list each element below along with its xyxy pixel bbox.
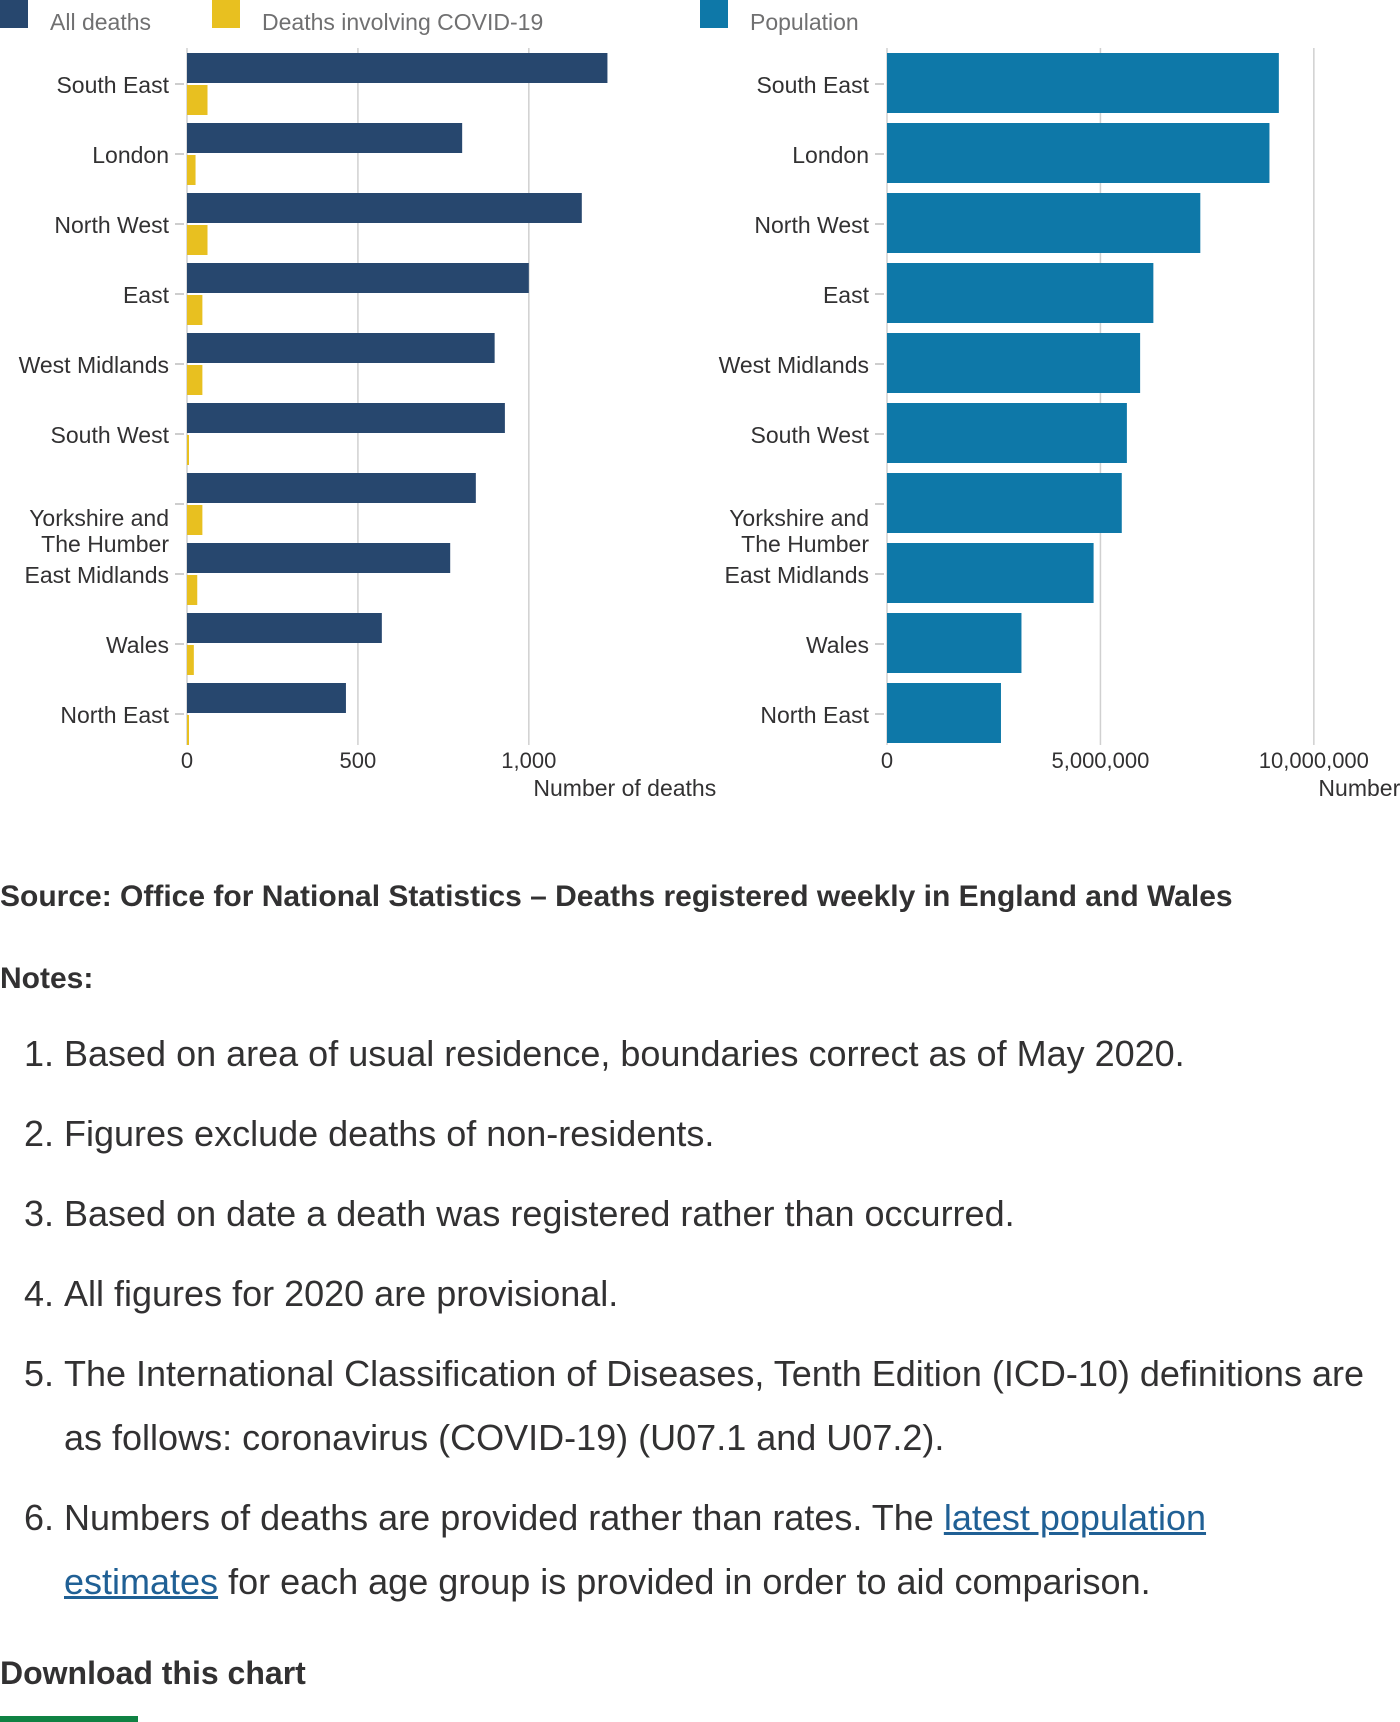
population-category-label: East Midlands bbox=[725, 562, 869, 588]
deaths-tick-label: 0 bbox=[181, 748, 193, 773]
covid-deaths-bar bbox=[187, 575, 198, 605]
deaths-axis-title: Number of deaths bbox=[533, 775, 716, 801]
charts-area: All deaths Deaths involving COVID-19 Popul… bbox=[0, 0, 1400, 820]
all-deaths-bar bbox=[187, 683, 346, 713]
population-estimates-link[interactable]: latest population estimates bbox=[64, 1497, 1207, 1602]
note-text: All figures for 2020 are provisional. bbox=[64, 1273, 619, 1314]
population-bar bbox=[887, 473, 1122, 533]
legend-swatch-population bbox=[700, 0, 728, 28]
deaths-category-label: Yorkshire and bbox=[29, 505, 169, 531]
population-axis-title: Number of people bbox=[1318, 775, 1400, 801]
all-deaths-bar bbox=[187, 123, 463, 153]
population-bar bbox=[887, 53, 1279, 113]
population-bar bbox=[887, 683, 1001, 743]
population-category-label: West Midlands bbox=[719, 352, 869, 378]
population-category-label: South West bbox=[751, 422, 870, 448]
covid-deaths-bar bbox=[187, 645, 194, 675]
notes-list: Based on area of usual residence, bounda… bbox=[0, 1022, 1364, 1630]
population-tick-label: 10,000,000 bbox=[1259, 748, 1369, 773]
deaths-category-label: Wales bbox=[106, 632, 169, 658]
population-bar bbox=[887, 613, 1022, 673]
deaths-category-label: South West bbox=[51, 422, 170, 448]
legend-swatch-all-deaths bbox=[0, 0, 28, 28]
population-category-label: North West bbox=[754, 212, 869, 238]
population-bar bbox=[887, 403, 1127, 463]
chart-svg: All deaths Deaths involving COVID-19 Popul… bbox=[0, 0, 1400, 801]
population-bar bbox=[887, 543, 1094, 603]
note-text: The International Classification of Dise… bbox=[64, 1353, 1364, 1458]
legend-label-covid: Deaths involving COVID-19 bbox=[262, 9, 543, 35]
note-text: Figures exclude deaths of non-residents. bbox=[64, 1113, 715, 1154]
population-category-label: Wales bbox=[806, 632, 869, 658]
covid-deaths-bar bbox=[187, 505, 203, 535]
population-category-label: The Humber bbox=[741, 531, 869, 557]
all-deaths-bar bbox=[187, 193, 582, 223]
all-deaths-bar bbox=[187, 543, 451, 573]
population-tick-label: 0 bbox=[881, 748, 893, 773]
population-category-label: South East bbox=[756, 72, 869, 98]
population-bar bbox=[887, 193, 1201, 253]
note-text: Based on area of usual residence, bounda… bbox=[64, 1033, 1185, 1074]
source-text: Source: Office for National Statistics –… bbox=[0, 880, 1233, 913]
legend-label-all-deaths: All deaths bbox=[50, 9, 151, 35]
covid-deaths-bar bbox=[187, 85, 208, 115]
download-accent-bar bbox=[0, 1716, 138, 1722]
note-item: Numbers of deaths are provided rather th… bbox=[64, 1486, 1364, 1614]
covid-deaths-bar bbox=[187, 155, 196, 185]
all-deaths-bar bbox=[187, 263, 529, 293]
note-item: Based on area of usual residence, bounda… bbox=[64, 1022, 1364, 1086]
all-deaths-bar bbox=[187, 403, 505, 433]
note-text: Based on date a death was registered rat… bbox=[64, 1193, 1015, 1234]
note-item: Figures exclude deaths of non-residents. bbox=[64, 1102, 1364, 1166]
note-text-after: for each age group is provided in order … bbox=[218, 1561, 1151, 1602]
population-tick-label: 5,000,000 bbox=[1051, 748, 1149, 773]
covid-deaths-bar bbox=[187, 295, 203, 325]
deaths-category-label: North West bbox=[54, 212, 169, 238]
population-bar bbox=[887, 333, 1141, 393]
population-category-label: East bbox=[823, 282, 870, 308]
all-deaths-bar bbox=[187, 473, 476, 503]
population-category-label: Yorkshire and bbox=[729, 505, 869, 531]
covid-deaths-bar bbox=[187, 435, 189, 465]
deaths-category-label: London bbox=[92, 142, 169, 168]
population-bar bbox=[887, 123, 1270, 183]
note-item: Based on date a death was registered rat… bbox=[64, 1182, 1364, 1246]
population-category-label: London bbox=[792, 142, 869, 168]
all-deaths-bar bbox=[187, 333, 495, 363]
note-item: The International Classification of Dise… bbox=[64, 1342, 1364, 1470]
population-bar bbox=[887, 263, 1154, 323]
notes-title: Notes: bbox=[0, 962, 94, 995]
legend-swatch-covid bbox=[212, 0, 240, 28]
deaths-category-label: The Humber bbox=[41, 531, 169, 557]
all-deaths-bar bbox=[187, 53, 608, 83]
deaths-category-label: North East bbox=[60, 702, 169, 728]
deaths-tick-label: 500 bbox=[340, 748, 377, 773]
download-chart-heading[interactable]: Download this chart bbox=[0, 1655, 306, 1691]
covid-deaths-bar bbox=[187, 365, 203, 395]
note-item: All figures for 2020 are provisional. bbox=[64, 1262, 1364, 1326]
covid-deaths-bar bbox=[187, 715, 189, 745]
legend-label-population: Population bbox=[750, 9, 859, 35]
covid-deaths-bar bbox=[187, 225, 208, 255]
population-category-label: North East bbox=[760, 702, 869, 728]
deaths-category-label: East bbox=[123, 282, 170, 308]
deaths-category-label: South East bbox=[56, 72, 169, 98]
note-text-before: Numbers of deaths are provided rather th… bbox=[64, 1497, 944, 1538]
deaths-tick-label: 1,000 bbox=[501, 748, 556, 773]
deaths-category-label: East Midlands bbox=[25, 562, 169, 588]
deaths-category-label: West Midlands bbox=[19, 352, 169, 378]
all-deaths-bar bbox=[187, 613, 382, 643]
